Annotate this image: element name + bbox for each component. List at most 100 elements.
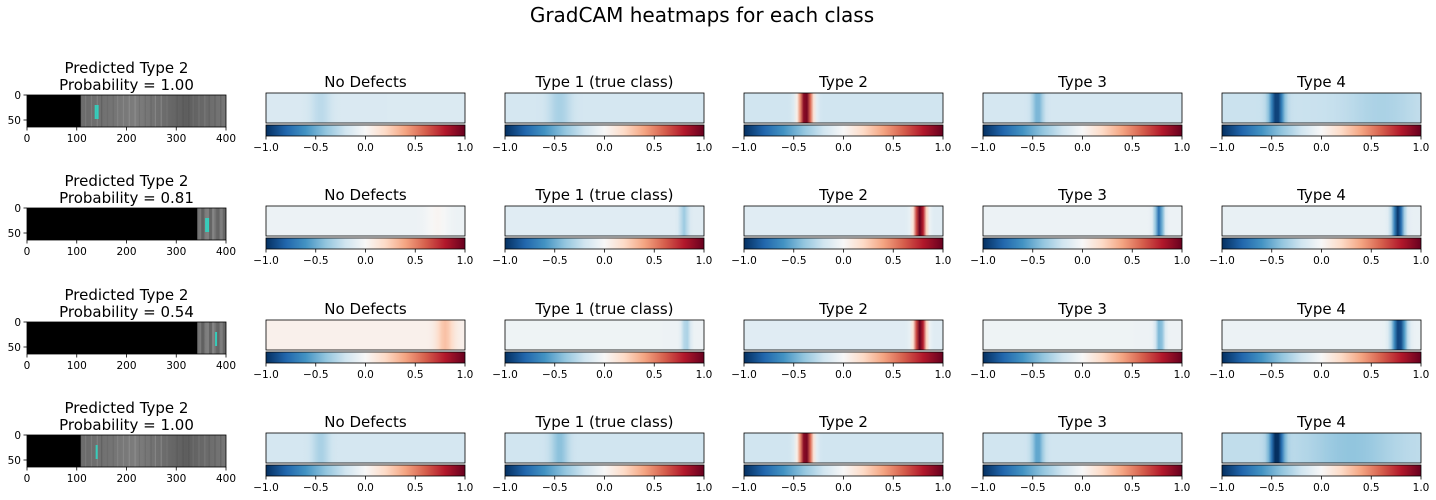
surface-streak xyxy=(224,208,227,240)
image-title-probability: Probability = 1.00 xyxy=(59,416,194,434)
colorbar-tick-label: −1.0 xyxy=(253,142,279,154)
colorbar-tick-label: −1.0 xyxy=(970,369,996,381)
surface-streak xyxy=(211,322,214,354)
heatmap-panel: Type 2 −1.0 −0.5 0.0 0.5 1.0 xyxy=(731,186,951,267)
surface-streak xyxy=(90,435,93,467)
surface-streak xyxy=(122,435,125,467)
heatmap-panel: Type 2 −1.0 −0.5 0.0 0.5 1.0 xyxy=(731,300,951,381)
x-tick-label: 0 xyxy=(24,473,31,485)
surface-streak xyxy=(200,208,202,240)
colorbar-tick-label: −1.0 xyxy=(253,369,279,381)
surface-streak xyxy=(214,435,216,467)
heatmap-panel: Type 4 −1.0 −0.5 0.0 0.5 1.0 xyxy=(1209,186,1429,267)
colorbar xyxy=(743,124,944,137)
colorbar-tick-label: 0.0 xyxy=(1074,255,1091,267)
colorbar-tick-label: −0.5 xyxy=(781,482,807,494)
colorbar-tick-label: −0.5 xyxy=(1259,369,1285,381)
colorbar-tick-label: 0.0 xyxy=(835,255,852,267)
heatmap-panel: Type 2 −1.0 −0.5 0.0 0.5 1.0 xyxy=(731,73,951,154)
heatmap-title: Type 1 (true class) xyxy=(534,73,673,91)
colorbar-tick-label: 0.0 xyxy=(596,255,613,267)
surface-streak xyxy=(150,435,152,467)
colorbar-tick-label: −0.5 xyxy=(781,255,807,267)
surface-streak xyxy=(217,322,219,354)
colorbar-tick-label: 0.5 xyxy=(646,369,663,381)
surface-streak xyxy=(201,322,203,354)
surface-streak xyxy=(207,322,210,354)
surface-streak xyxy=(208,322,210,354)
heatmap-image xyxy=(743,92,944,124)
heatmap-title: Type 3 xyxy=(1057,73,1107,91)
surface-streak xyxy=(106,435,109,467)
heatmap-image xyxy=(265,432,466,464)
colorbar-tick-label: 0.0 xyxy=(835,142,852,154)
surface-streak xyxy=(160,435,162,467)
heatmap-title: No Defects xyxy=(324,300,407,318)
colorbar-tick-label: 1.0 xyxy=(1413,369,1430,381)
colorbar xyxy=(265,464,466,477)
surface-streak xyxy=(211,208,214,240)
y-tick-label: 0 xyxy=(14,317,21,329)
surface-streak xyxy=(154,435,157,467)
heatmap-title: No Defects xyxy=(324,186,407,204)
surface-streak xyxy=(80,95,82,127)
colorbar-tick-label: −0.5 xyxy=(781,142,807,154)
heatmap-image xyxy=(982,205,1183,237)
colorbar-tick-label: 0.5 xyxy=(1363,142,1380,154)
colorbar-tick-label: 0.0 xyxy=(357,482,374,494)
surface-streak xyxy=(199,208,201,240)
surface-streak xyxy=(209,322,212,354)
surface-streak xyxy=(213,322,215,354)
colorbar-tick-label: 0.0 xyxy=(1313,369,1330,381)
surface-streak xyxy=(204,208,206,240)
colorbar-tick-label: −1.0 xyxy=(253,482,279,494)
colorbar-tick-label: 1.0 xyxy=(1174,369,1191,381)
colorbar-tick-label: −1.0 xyxy=(253,255,279,267)
heatmap-panel: Type 2 −1.0 −0.5 0.0 0.5 1.0 xyxy=(731,413,951,494)
surface-streak xyxy=(208,95,210,127)
black-region xyxy=(27,95,81,127)
surface-streak xyxy=(176,95,178,127)
surface-streak xyxy=(200,322,202,354)
surface-streak xyxy=(182,435,184,467)
colorbar-tick-label: −0.5 xyxy=(303,255,329,267)
colorbar-tick-label: 0.5 xyxy=(1124,255,1141,267)
heatmap-image xyxy=(982,319,1183,351)
colorbar xyxy=(265,351,466,364)
colorbar-tick-label: 0.5 xyxy=(885,142,902,154)
heatmap-image xyxy=(504,205,705,237)
colorbar-tick-label: −0.5 xyxy=(1020,482,1046,494)
colorbar-tick-label: 0.0 xyxy=(357,369,374,381)
surface-streak xyxy=(144,435,146,467)
colorbar xyxy=(504,124,705,137)
heatmap-title: Type 1 (true class) xyxy=(534,413,673,431)
heatmap-panel: Type 1 (true class) −1.0 −0.5 0.0 0.5 1.0 xyxy=(492,186,712,267)
x-tick-label: 200 xyxy=(116,473,136,485)
heatmap-panel: No Defects −1.0 −0.5 0.0 0.5 1.0 xyxy=(253,73,473,154)
surface-streak xyxy=(223,322,225,354)
surface-streak xyxy=(166,435,168,467)
colorbar-tick-label: 0.0 xyxy=(357,255,374,267)
colorbar-tick-label: −1.0 xyxy=(492,482,518,494)
colorbar-tick-label: 1.0 xyxy=(457,142,474,154)
colorbar-tick-label: −1.0 xyxy=(1209,482,1235,494)
x-tick-label: 300 xyxy=(166,473,186,485)
surface-streak xyxy=(144,95,146,127)
surface-streak xyxy=(117,95,119,127)
colorbar-tick-label: −1.0 xyxy=(492,142,518,154)
colorbar-tick-label: −0.5 xyxy=(1259,142,1285,154)
heatmap-image xyxy=(265,205,466,237)
colorbar-tick-label: 0.0 xyxy=(835,482,852,494)
heatmap-panel: Type 3 −1.0 −0.5 0.0 0.5 1.0 xyxy=(970,413,1190,494)
colorbar-tick-label: 0.5 xyxy=(1363,482,1380,494)
surface-streak xyxy=(198,95,200,127)
surface-streak xyxy=(224,322,227,354)
colorbar-tick-label: 1.0 xyxy=(1174,255,1191,267)
heatmap-title: Type 4 xyxy=(1296,300,1346,318)
heatmap-panel: Type 4 −1.0 −0.5 0.0 0.5 1.0 xyxy=(1209,413,1429,494)
surface-streak xyxy=(217,208,219,240)
colorbar-tick-label: −0.5 xyxy=(1259,482,1285,494)
heatmap-title: Type 2 xyxy=(818,413,868,431)
